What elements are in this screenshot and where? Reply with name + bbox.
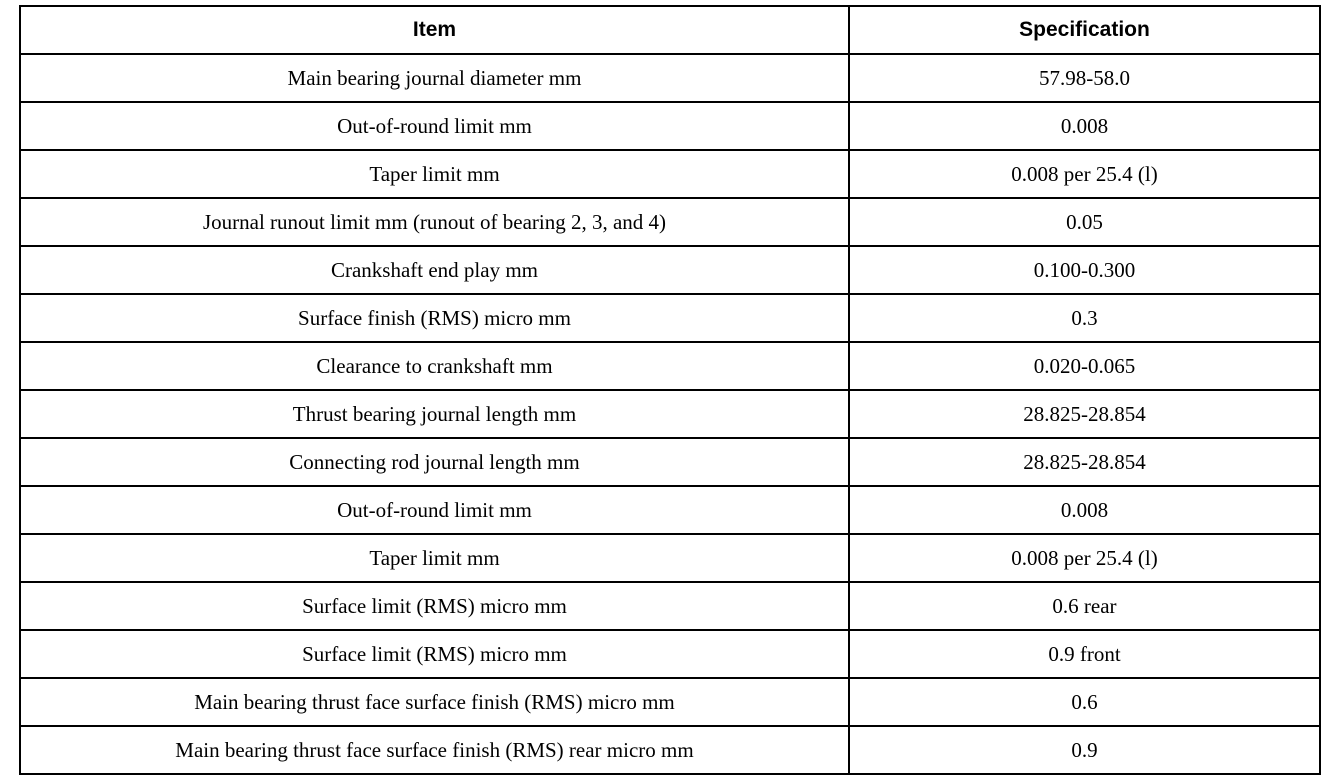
item-cell: Surface limit (RMS) micro mm — [19, 629, 850, 679]
table-row: Clearance to crankshaft mm 0.020-0.065 — [19, 341, 1321, 391]
spec-cell: 0.6 rear — [848, 581, 1321, 631]
table-row: Out-of-round limit mm 0.008 — [19, 485, 1321, 535]
spec-cell: 0.9 — [848, 725, 1321, 775]
table-row: Connecting rod journal length mm 28.825-2… — [19, 437, 1321, 487]
spec-cell: 0.008 — [848, 485, 1321, 535]
item-cell: Out-of-round limit mm — [19, 101, 850, 151]
table-row: Crankshaft end play mm 0.100-0.300 — [19, 245, 1321, 295]
item-cell: Main bearing thrust face surface finish … — [19, 725, 850, 775]
spec-cell: 28.825-28.854 — [848, 389, 1321, 439]
spec-cell: 0.9 front — [848, 629, 1321, 679]
item-cell: Taper limit mm — [19, 149, 850, 199]
table-row: Surface finish (RMS) micro mm 0.3 — [19, 293, 1321, 343]
spec-table: Item Specification Main bearing journal … — [19, 5, 1321, 775]
table-row: Surface limit (RMS) micro mm 0.9 front — [19, 629, 1321, 679]
spec-cell: 0.008 per 25.4 (l) — [848, 533, 1321, 583]
header-specification: Specification — [848, 5, 1321, 55]
spec-cell: 0.100-0.300 — [848, 245, 1321, 295]
item-cell: Surface limit (RMS) micro mm — [19, 581, 850, 631]
table-row: Surface limit (RMS) micro mm 0.6 rear — [19, 581, 1321, 631]
spec-cell: 0.05 — [848, 197, 1321, 247]
item-cell: Clearance to crankshaft mm — [19, 341, 850, 391]
item-cell: Connecting rod journal length mm — [19, 437, 850, 487]
item-cell: Surface finish (RMS) micro mm — [19, 293, 850, 343]
table-row: Journal runout limit mm (runout of beari… — [19, 197, 1321, 247]
spec-cell: 28.825-28.854 — [848, 437, 1321, 487]
table-row: Thrust bearing journal length mm 28.825-2… — [19, 389, 1321, 439]
spec-cell: 0.020-0.065 — [848, 341, 1321, 391]
spec-cell: 0.008 — [848, 101, 1321, 151]
table-row: Out-of-round limit mm 0.008 — [19, 101, 1321, 151]
item-cell: Crankshaft end play mm — [19, 245, 850, 295]
table-row: Main bearing thrust face surface finish … — [19, 725, 1321, 775]
table-row: Taper limit mm 0.008 per 25.4 (l) — [19, 533, 1321, 583]
table-row: Main bearing journal diameter mm 57.98-58… — [19, 53, 1321, 103]
header-row: Item Specification — [19, 5, 1321, 55]
table-row: Main bearing thrust face surface finish … — [19, 677, 1321, 727]
table-row: Taper limit mm 0.008 per 25.4 (l) — [19, 149, 1321, 199]
spec-cell: 57.98-58.0 — [848, 53, 1321, 103]
item-cell: Taper limit mm — [19, 533, 850, 583]
item-cell: Main bearing thrust face surface finish … — [19, 677, 850, 727]
item-cell: Journal runout limit mm (runout of beari… — [19, 197, 850, 247]
spec-cell: 0.008 per 25.4 (l) — [848, 149, 1321, 199]
item-cell: Main bearing journal diameter mm — [19, 53, 850, 103]
header-item: Item — [19, 5, 850, 55]
spec-cell: 0.3 — [848, 293, 1321, 343]
item-cell: Out-of-round limit mm — [19, 485, 850, 535]
item-cell: Thrust bearing journal length mm — [19, 389, 850, 439]
spec-cell: 0.6 — [848, 677, 1321, 727]
